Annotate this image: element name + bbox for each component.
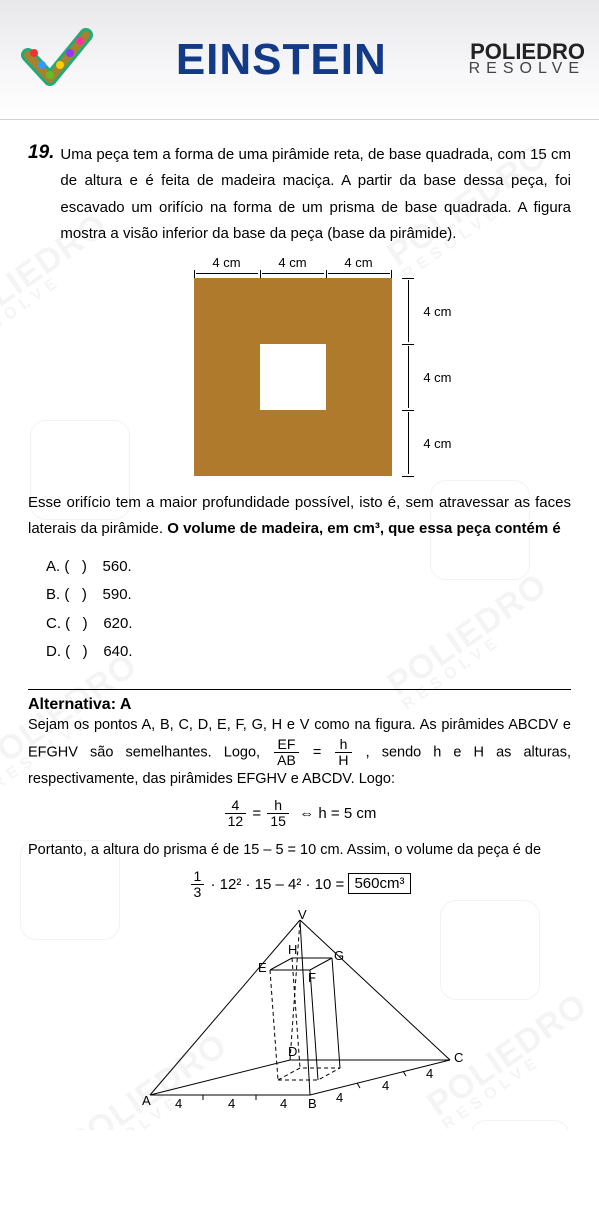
lbl-H: H [288, 942, 297, 957]
dim-right-2: 4 cm [423, 370, 451, 385]
seg-ab-3: 4 [280, 1096, 287, 1110]
dim-top-2: 4 cm [260, 255, 326, 270]
question-text: Uma peça tem a forma de uma pirâmide ret… [60, 142, 571, 247]
option-a: A. ( ) 560. [46, 553, 571, 582]
seg-bc-2: 4 [382, 1078, 389, 1093]
lbl-D: D [288, 1044, 297, 1059]
options-list: A. ( ) 560. B. ( ) 590. C. ( ) 620. D. (… [46, 553, 571, 667]
lbl-F: F [308, 970, 316, 985]
lbl-V: V [298, 910, 307, 922]
option-c: C. ( ) 620. [46, 610, 571, 639]
option-d: D. ( ) 640. [46, 638, 571, 667]
solution-para-1: Sejam os pontos A, B, C, D, E, F, G, H e… [28, 714, 571, 792]
dim-top-3: 4 cm [326, 255, 392, 270]
lbl-A: A [142, 1093, 151, 1108]
question-number: 19. [28, 142, 54, 247]
brand-poliedro: POLIEDRO RESOLVE [469, 42, 585, 78]
inner-square [260, 344, 326, 410]
equation-1: 412 = h15 ⇔ h = 5 cm [28, 798, 571, 830]
brand-title: EINSTEIN [94, 35, 469, 85]
figure-base-square: 4 cm 4 cm 4 cm 4 cm 4 cm 4 cm [170, 255, 430, 476]
question-block: 19. Uma peça tem a forma de uma pirâmide… [28, 142, 571, 247]
seg-bc-3: 4 [426, 1066, 433, 1081]
answer-label: Alternativa: A [28, 696, 571, 714]
figure-pyramid: V A B C D E F G H 4 4 4 4 4 4 [120, 910, 480, 1110]
dim-right-3: 4 cm [423, 436, 451, 451]
option-b: B. ( ) 590. [46, 581, 571, 610]
dim-right-1: 4 cm [423, 304, 451, 319]
logo-checkmark-icon [20, 25, 94, 94]
solution-para-2: Portanto, a altura do prisma é de 15 – 5… [28, 839, 571, 862]
seg-ab-2: 4 [228, 1096, 235, 1110]
lbl-E: E [258, 960, 267, 975]
lbl-G: G [334, 948, 344, 963]
dim-top-1: 4 cm [194, 255, 260, 270]
equation-2: 13 · 12² · 15 – 4² · 10 = 560cm³ [28, 869, 571, 901]
seg-ab-1: 4 [175, 1096, 182, 1110]
lbl-B: B [308, 1096, 317, 1110]
lbl-C: C [454, 1050, 463, 1065]
separator [28, 689, 571, 690]
question-text-2: Esse orifício tem a maior profundidade p… [28, 490, 571, 543]
page-header: EINSTEIN POLIEDRO RESOLVE [0, 0, 599, 120]
seg-bc-1: 4 [336, 1090, 343, 1105]
outer-square [194, 278, 392, 476]
